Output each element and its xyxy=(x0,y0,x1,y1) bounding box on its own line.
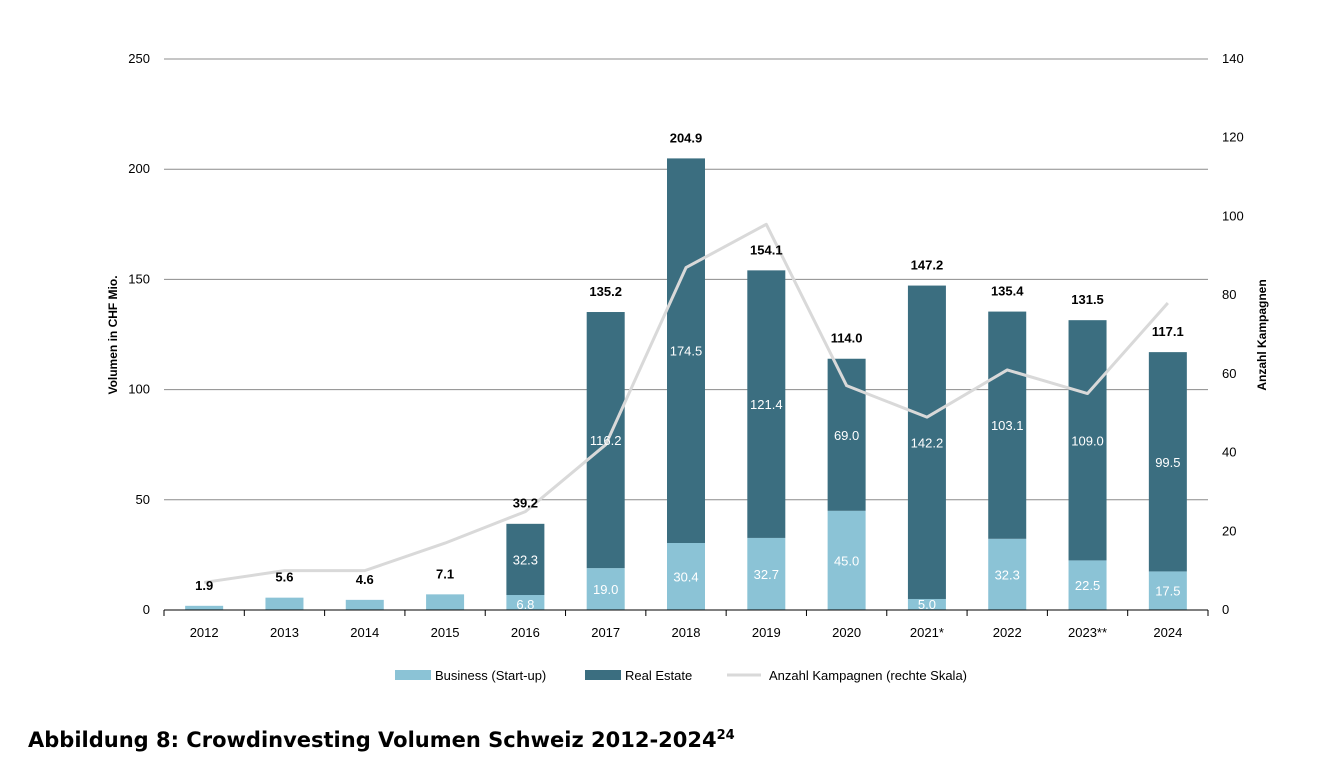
label-total: 117.1 xyxy=(1152,324,1184,339)
legend: Business (Start-up) Real Estate Anzahl Kam… xyxy=(395,668,967,683)
left-tick-label: 150 xyxy=(128,271,150,286)
bar-business xyxy=(988,538,1027,610)
figure-caption: Abbildung 8: Crowdinvesting Volumen Schw… xyxy=(28,728,735,752)
left-tick-label: 250 xyxy=(128,51,150,66)
bar-business xyxy=(586,568,625,610)
bar-real-estate xyxy=(988,311,1027,539)
bar-business xyxy=(265,597,304,610)
label-real-estate: 103.1 xyxy=(991,418,1024,433)
label-real-estate: 174.5 xyxy=(670,344,703,359)
right-tick-label: 0 xyxy=(1222,602,1229,617)
label-total: 7.1 xyxy=(436,566,454,581)
label-real-estate: 32.3 xyxy=(513,552,538,567)
bar-business xyxy=(747,537,786,610)
x-tick-label: 2017 xyxy=(591,625,620,640)
bar-real-estate xyxy=(586,312,625,569)
bar-business xyxy=(345,599,384,610)
left-tick-label: 200 xyxy=(128,161,150,176)
x-tick-label: 2013 xyxy=(270,625,299,640)
label-total: 154.1 xyxy=(750,242,783,257)
x-tick-label: 2024 xyxy=(1153,625,1182,640)
caption-footnote: 24 xyxy=(716,728,735,743)
right-tick-label: 100 xyxy=(1222,208,1244,223)
x-tick-label: 2021* xyxy=(910,625,944,640)
label-real-estate: 121.4 xyxy=(750,397,783,412)
x-tick-label: 2014 xyxy=(350,625,379,640)
label-business: 6.8 xyxy=(516,597,534,612)
label-total: 5.6 xyxy=(275,570,293,585)
bar-business xyxy=(426,594,465,610)
bars xyxy=(185,158,1187,610)
x-tick-label: 2023** xyxy=(1068,625,1107,640)
label-total: 204.9 xyxy=(670,130,703,145)
legend-swatch xyxy=(395,670,431,680)
label-real-estate: 69.0 xyxy=(834,428,859,443)
data-labels: 1.9 5.6 4.6 7.1 6.8 32.3 39.2 19.0 116.2 135.2 30.… xyxy=(195,130,1184,612)
x-tick-label: 2016 xyxy=(511,625,540,640)
bar-business xyxy=(667,542,705,610)
legend-label: Real Estate xyxy=(625,668,692,683)
label-business: 17.5 xyxy=(1155,584,1180,599)
label-total: 114.0 xyxy=(831,331,863,346)
label-total: 135.4 xyxy=(991,284,1024,299)
right-tick-label: 140 xyxy=(1222,51,1244,66)
label-real-estate: 116.2 xyxy=(590,433,622,448)
right-tick-label: 60 xyxy=(1222,366,1236,381)
campaign-line-path xyxy=(203,222,1169,584)
label-business: 19.0 xyxy=(593,582,618,597)
right-axis-ticks: 0 20 40 60 80 100 120 140 xyxy=(1222,51,1244,617)
label-total: 39.2 xyxy=(513,496,538,511)
x-tick-label: 2022 xyxy=(993,625,1022,640)
label-business: 45.0 xyxy=(834,553,859,568)
label-total: 131.5 xyxy=(1071,292,1104,307)
bar-real-estate xyxy=(667,158,705,543)
label-total: 1.9 xyxy=(195,578,213,593)
bar-real-estate xyxy=(907,285,946,599)
x-tick-label: 2019 xyxy=(752,625,781,640)
campaign-line xyxy=(203,222,1169,584)
label-real-estate: 142.2 xyxy=(911,435,944,450)
bar-business xyxy=(185,605,224,610)
bar-real-estate xyxy=(506,523,545,596)
right-tick-label: 120 xyxy=(1222,130,1244,145)
x-tick-label: 2020 xyxy=(832,625,861,640)
label-total: 135.2 xyxy=(589,284,622,299)
label-business: 30.4 xyxy=(673,569,698,584)
label-real-estate: 99.5 xyxy=(1155,455,1180,470)
bar-real-estate xyxy=(1148,352,1187,572)
x-tick-label: 2018 xyxy=(672,625,701,640)
right-tick-label: 80 xyxy=(1222,287,1236,302)
x-axis-ticks: 2012 2013 2014 2015 2016 2017 2018 2019 2020 2021… xyxy=(163,610,1209,640)
legend-swatch xyxy=(585,670,621,680)
legend-label: Anzahl Kampagnen (rechte Skala) xyxy=(769,668,967,683)
caption-text: Abbildung 8: Crowdinvesting Volumen Schw… xyxy=(28,728,717,752)
left-tick-label: 100 xyxy=(128,382,150,397)
bar-business xyxy=(907,598,946,610)
right-axis-title: Anzahl Kampagnen xyxy=(1255,279,1269,390)
left-tick-label: 50 xyxy=(136,492,150,507)
label-real-estate: 109.0 xyxy=(1071,433,1104,448)
left-axis-title: Volumen in CHF Mio. xyxy=(106,275,120,394)
label-business: 32.7 xyxy=(754,567,779,582)
label-total: 147.2 xyxy=(911,258,944,273)
right-tick-label: 40 xyxy=(1222,445,1236,460)
bar-real-estate xyxy=(1068,320,1107,561)
label-business: 5.0 xyxy=(918,597,936,612)
left-tick-label: 0 xyxy=(143,602,150,617)
bar-real-estate xyxy=(747,270,786,538)
x-tick-label: 2012 xyxy=(190,625,219,640)
legend-label: Business (Start-up) xyxy=(435,668,546,683)
bar-business xyxy=(1068,560,1107,610)
label-business: 22.5 xyxy=(1075,578,1100,593)
label-total: 4.6 xyxy=(356,572,374,587)
bar-business xyxy=(506,595,545,610)
bar-business xyxy=(827,510,866,610)
bar-business xyxy=(1148,571,1187,610)
right-tick-label: 20 xyxy=(1222,523,1236,538)
crowdinvesting-chart: 0 50 100 150 200 250 0 20 40 60 80 100 120 140 Volum… xyxy=(106,51,1269,683)
label-business: 32.3 xyxy=(995,567,1020,582)
left-axis-ticks: 0 50 100 150 200 250 xyxy=(128,51,150,617)
x-tick-label: 2015 xyxy=(431,625,460,640)
